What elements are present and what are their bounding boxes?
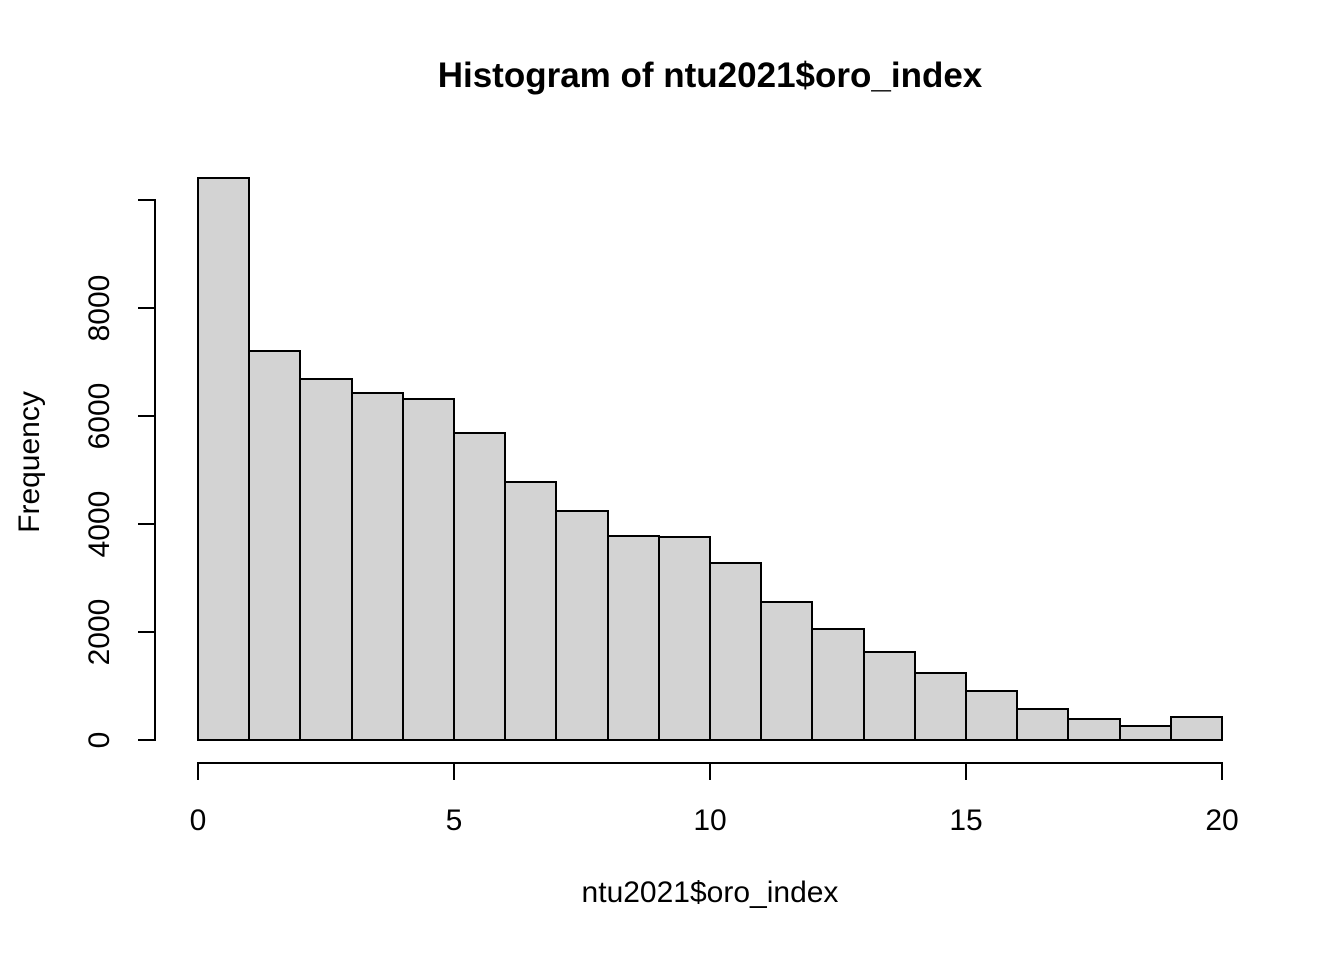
histogram-bar [453, 431, 507, 741]
x-tick-label: 20 [1205, 804, 1239, 837]
histogram-bar [965, 689, 1019, 741]
y-axis-label-text: Frequency [13, 391, 46, 533]
x-tick [965, 763, 967, 780]
chart-title: Histogram of ntu2021$oro_index [437, 56, 983, 95]
x-tick [1221, 763, 1223, 780]
histogram-bar [657, 535, 711, 741]
x-tick [453, 763, 455, 780]
y-tick [138, 307, 155, 309]
y-tick [138, 523, 155, 525]
histogram-bar [811, 627, 865, 741]
y-tick-label: 2000 [83, 598, 116, 666]
x-tick-label: 10 [693, 804, 727, 837]
y-tick-label: 6000 [83, 382, 116, 450]
histogram-bar [197, 177, 251, 741]
x-tick-label: 0 [189, 804, 207, 837]
y-tick [138, 415, 155, 417]
x-axis-label: ntu2021$oro_index [581, 876, 839, 909]
histogram-bar [913, 672, 967, 741]
x-tick-label: 5 [445, 804, 463, 837]
histogram-bar [555, 510, 609, 741]
histogram-bar [1016, 708, 1070, 741]
histogram-bar [1067, 717, 1121, 741]
histogram-bar [299, 378, 353, 741]
y-tick [138, 739, 155, 741]
histogram-bar [709, 561, 763, 741]
histogram-bar [862, 650, 916, 741]
histogram-bar [401, 397, 455, 741]
x-tick-label: 15 [949, 804, 983, 837]
histogram-bar [248, 349, 302, 741]
y-tick [138, 631, 155, 633]
histogram-bar [1118, 724, 1172, 741]
y-tick [138, 199, 155, 201]
x-tick [709, 763, 711, 780]
histogram-bar [1169, 715, 1223, 741]
histogram-bar [504, 480, 558, 741]
y-axis-line [154, 199, 156, 741]
y-tick-label: 4000 [83, 490, 116, 558]
y-tick-label: 8000 [83, 274, 116, 342]
y-tick-label: 0 [83, 731, 116, 749]
histogram-bar [606, 535, 660, 741]
histogram-bar [760, 601, 814, 741]
x-tick [197, 763, 199, 780]
histogram-bar [350, 391, 404, 741]
